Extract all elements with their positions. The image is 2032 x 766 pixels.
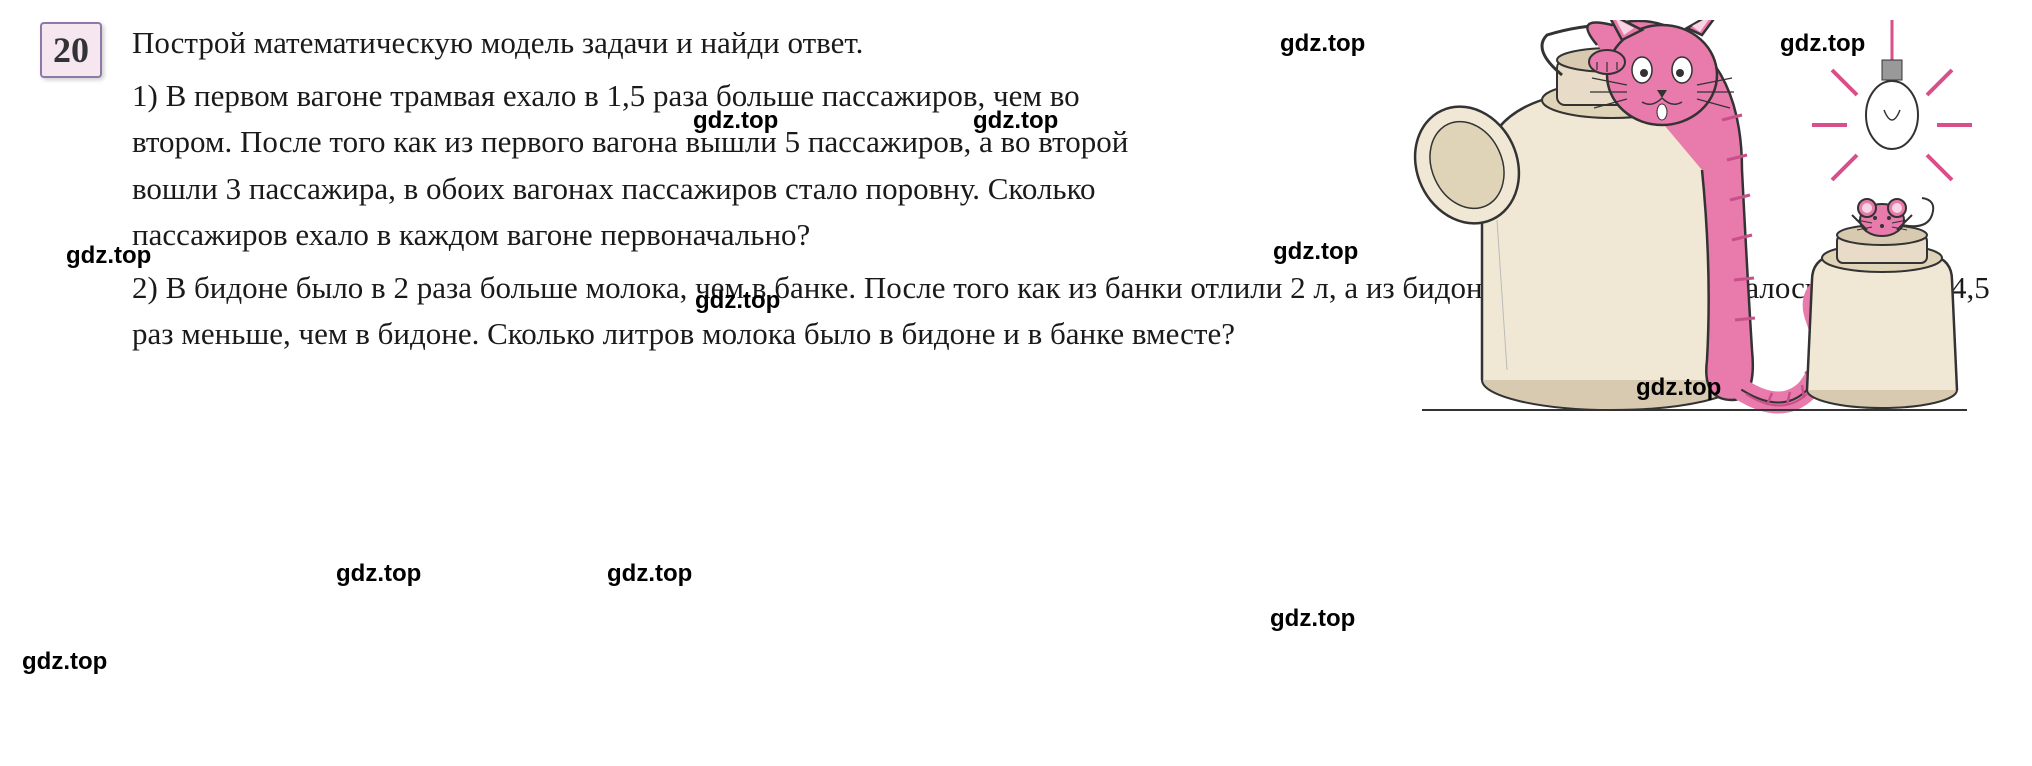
lightbulb-icon	[1812, 20, 1972, 180]
illustration-cat-milk-can	[1412, 20, 1972, 440]
watermark: gdz.top	[607, 560, 692, 588]
problem-number-box: 20	[40, 22, 102, 78]
small-jar	[1807, 225, 1957, 408]
problem-number: 20	[53, 29, 89, 71]
watermark: gdz.top	[336, 560, 421, 588]
watermark: gdz.top	[1270, 605, 1355, 633]
problem-sub1: 1) В первом вагоне трамвая ехало в 1,5 р…	[132, 73, 1172, 259]
watermark: gdz.top	[22, 648, 107, 676]
problem-intro: Построй математическую модель задачи и н…	[132, 20, 1172, 67]
